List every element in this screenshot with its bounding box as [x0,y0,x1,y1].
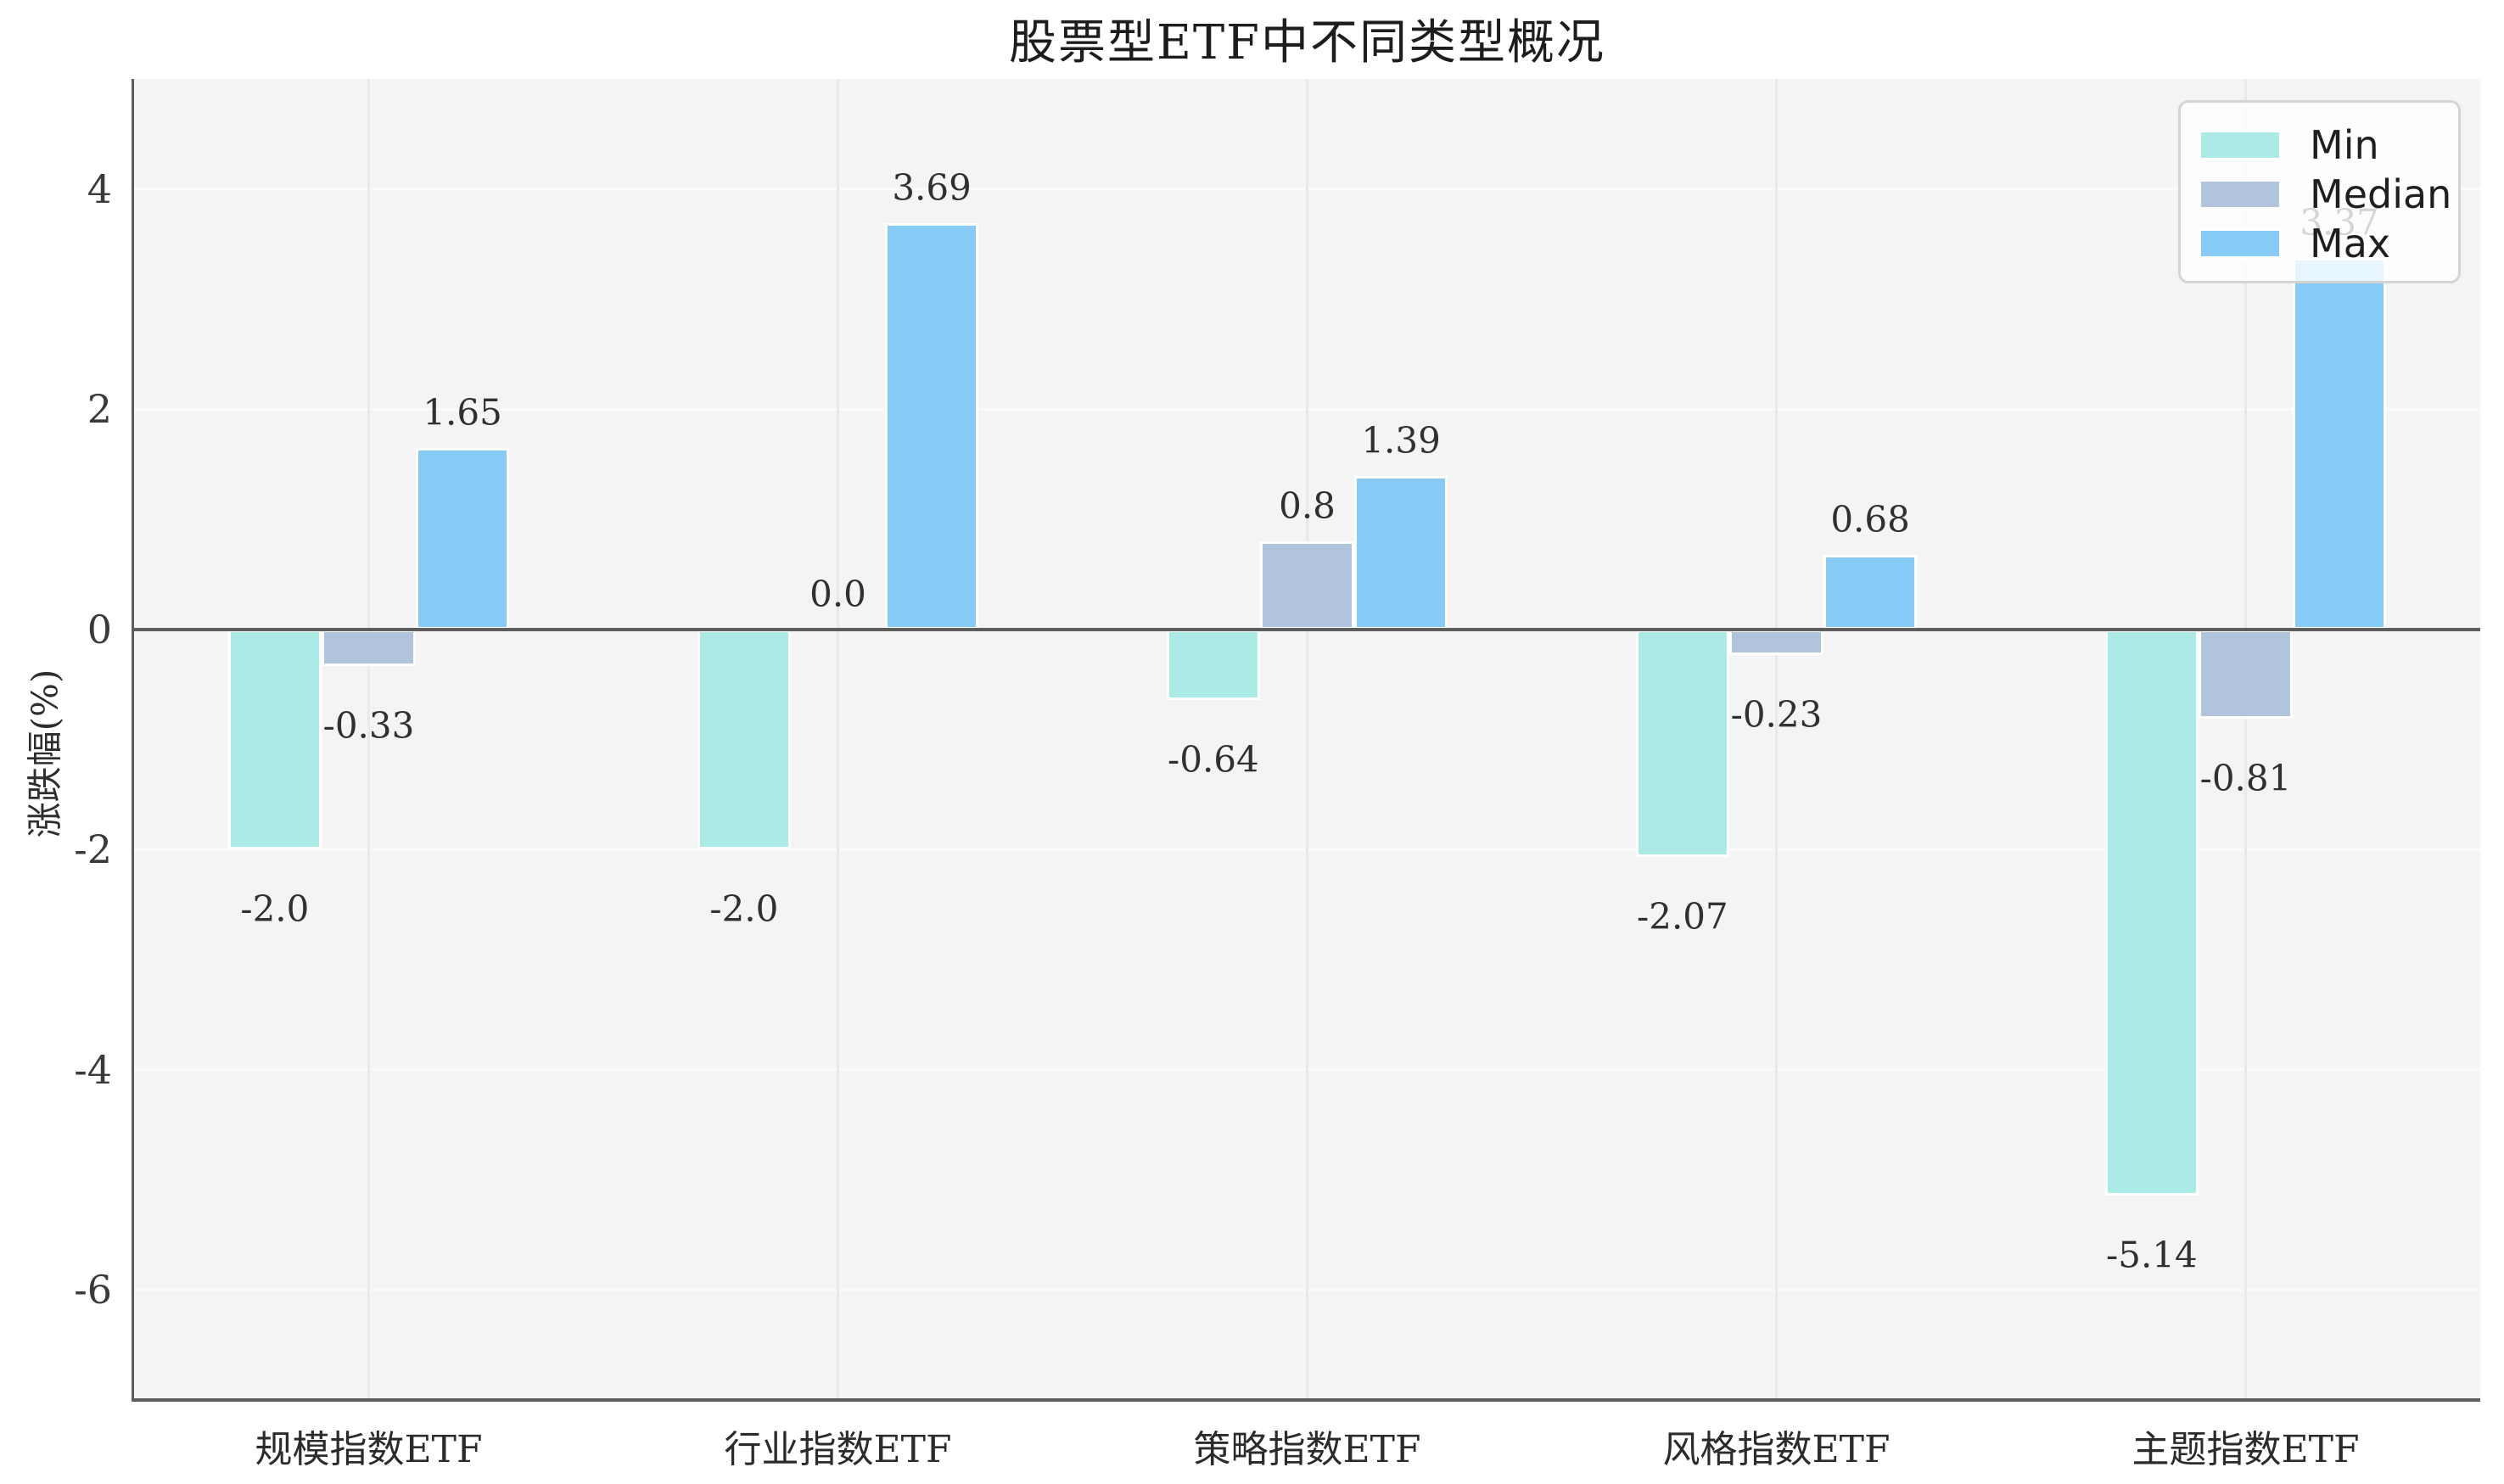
y-tick-label: 2 [87,386,112,433]
x-tick-label: 规模指数ETF [255,1428,483,1471]
value-label-min-4: -5.14 [2106,1234,2198,1276]
v-gridline [1306,79,1308,1400]
legend-row-min: Min [2198,120,2458,170]
y-tick-label: 0 [87,606,112,652]
value-label-median-2: 0.8 [1279,484,1336,527]
v-gridline [2244,79,2247,1400]
value-label-max-1: 3.69 [892,166,972,209]
legend-swatch-median [2198,178,2283,210]
value-label-median-0: -0.33 [322,704,415,747]
x-tick-label: 主题指数ETF [2131,1428,2360,1471]
value-label-min-2: -0.64 [1168,738,1259,781]
bar-median-0 [322,629,416,666]
x-tick-label: 策略指数ETF [1193,1428,1421,1471]
value-label-median-3: -0.23 [1730,693,1823,736]
legend-label-median: Median [2310,171,2452,217]
value-label-median-4: -0.81 [2199,757,2292,799]
bar-min-4 [2104,629,2199,1196]
bar-min-0 [227,629,322,850]
bar-max-4 [2292,258,2387,630]
bar-max-0 [415,447,510,630]
bar-max-3 [1823,554,1918,630]
bar-min-3 [1635,629,1730,858]
value-label-min-3: -2.07 [1637,895,1728,938]
legend: Min Median Max [2178,100,2461,283]
x-tick-label: 风格指数ETF [1662,1428,1891,1471]
legend-row-max: Max [2198,219,2458,268]
y-axis-label: 涨跌幅(%) [24,669,66,838]
bar-max-1 [884,222,979,630]
value-label-min-1: -2.0 [709,888,779,930]
y-tick-label: -4 [74,1046,112,1093]
legend-swatch-min [2198,129,2283,161]
plot-area [134,79,2480,1400]
v-gridline [367,79,370,1400]
legend-label-min: Min [2310,122,2379,168]
bottom-spine [132,1398,2480,1402]
legend-label-max: Max [2310,221,2391,266]
y-tick-label: 4 [87,165,112,212]
value-label-max-3: 0.68 [1830,498,1910,540]
value-label-min-0: -2.0 [240,888,310,930]
value-label-median-1: 0.0 [809,573,866,615]
value-label-max-2: 1.39 [1361,419,1441,462]
bar-min-1 [697,629,792,850]
bar-max-2 [1353,476,1448,630]
chart-title: 股票型ETF中不同类型概况 [1008,15,1606,70]
x-tick-label: 行业指数ETF [724,1428,952,1471]
left-spine [132,79,134,1400]
bar-median-3 [1729,629,1823,655]
y-tick-label: -6 [74,1267,112,1313]
bar-min-2 [1166,629,1261,700]
value-label-max-0: 1.65 [423,391,502,434]
y-tick-label: -2 [74,826,112,873]
legend-swatch-max [2198,227,2283,260]
v-gridline [837,79,839,1400]
zero-axis-line [134,627,2480,631]
v-gridline [1775,79,1778,1400]
bar-median-4 [2199,629,2293,719]
legend-row-median: Median [2198,170,2458,219]
bar-median-2 [1260,540,1354,630]
